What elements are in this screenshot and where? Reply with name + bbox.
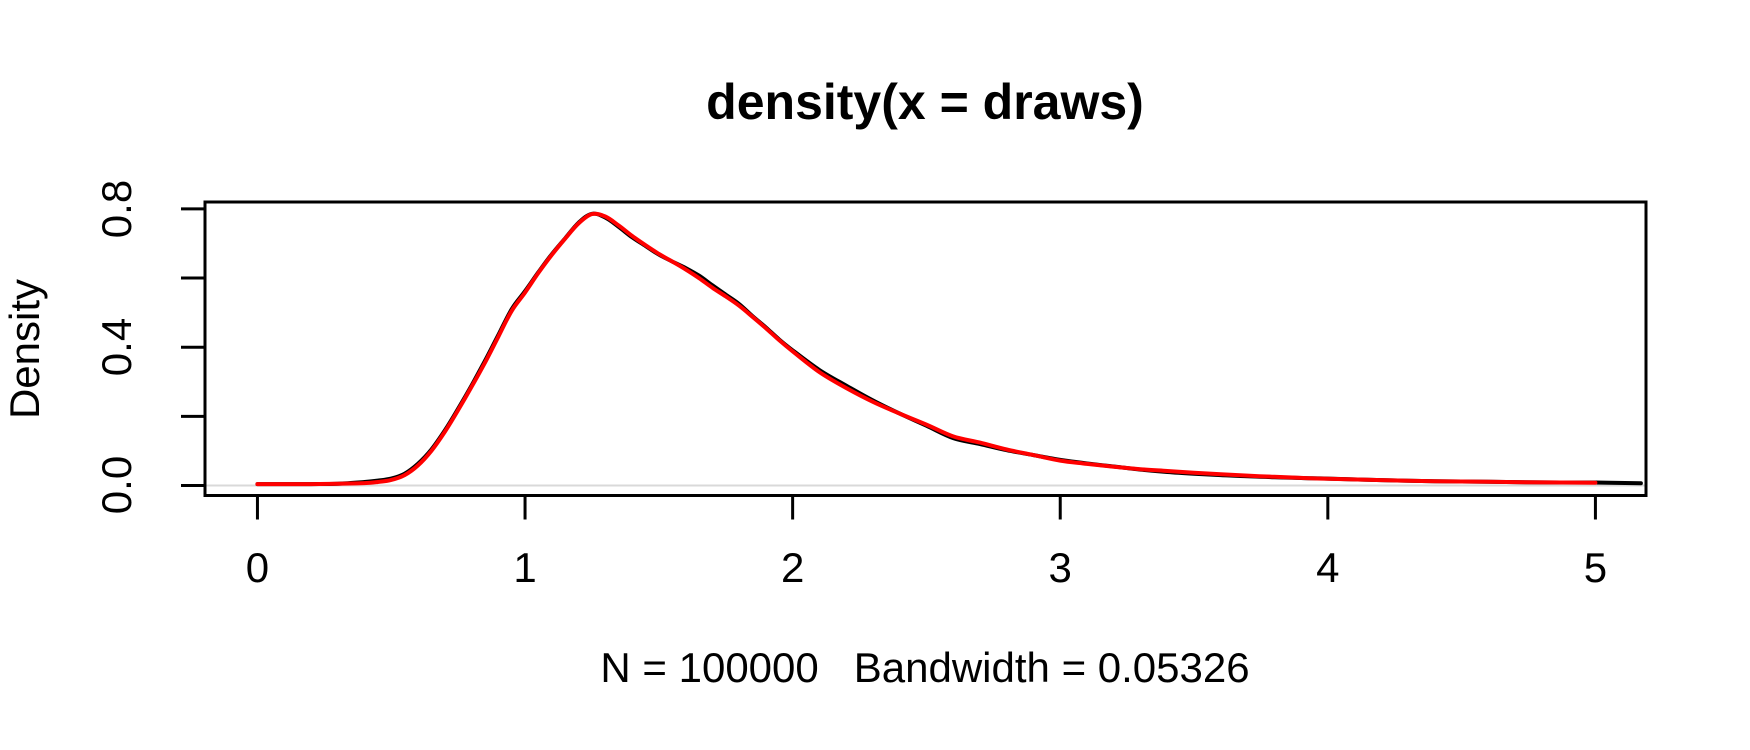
x-tick-label-1: 1 bbox=[513, 544, 537, 591]
theoretical-density-curve bbox=[255, 211, 1598, 487]
x-tick-label-5: 5 bbox=[1583, 544, 1608, 591]
kernel-density-estimate-curve bbox=[255, 211, 1643, 487]
plot-box bbox=[203, 200, 1648, 497]
y-tick-label-0.0: 0.0 bbox=[93, 456, 140, 515]
y-axis-label: Density bbox=[1, 278, 48, 420]
x-axis-caption: N = 100000 Bandwidth = 0.05326 bbox=[600, 644, 1250, 691]
x-tick-label-3: 3 bbox=[1048, 544, 1072, 591]
x-tick-label-0: 0 bbox=[245, 544, 270, 591]
y-tick-label-0.8: 0.8 bbox=[93, 179, 140, 239]
x-tick-label-4: 4 bbox=[1316, 544, 1340, 591]
x-tick-label-2: 2 bbox=[780, 544, 805, 591]
chart-title: density(x = draws) bbox=[706, 74, 1144, 130]
y-tick-label-0.4: 0.4 bbox=[93, 317, 140, 377]
